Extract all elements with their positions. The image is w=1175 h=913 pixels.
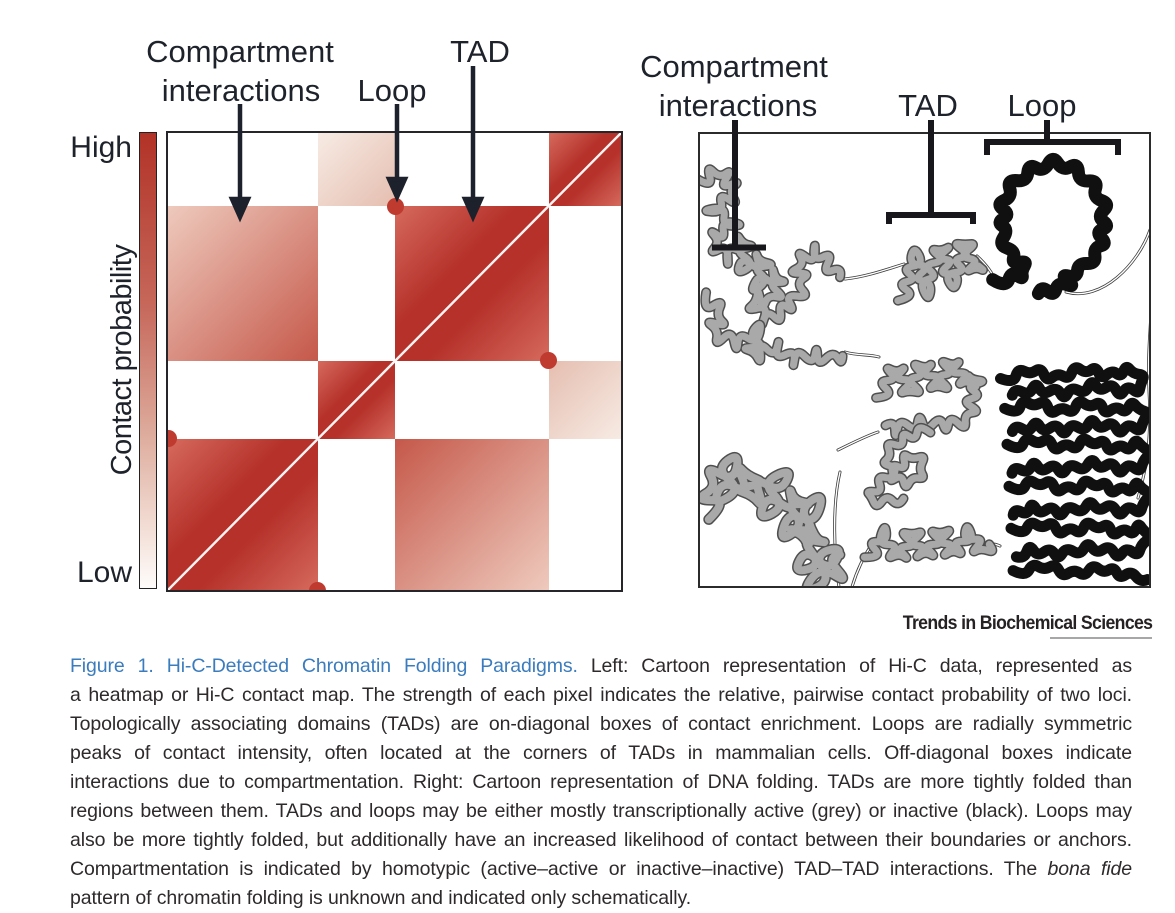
colorbar-low-label: Low — [76, 556, 132, 589]
contact-probability-colorbar — [139, 132, 157, 589]
caption-line: also be more tightly folded, but additio… — [70, 829, 1132, 851]
caption-text: Compartmentation is indicated by homotyp… — [70, 858, 1048, 880]
linker-dna-inner — [837, 431, 879, 451]
journal-name: Trends in Biochemical Sciences — [902, 613, 1152, 634]
hic-contact-map-panel — [166, 131, 623, 592]
loop-dot — [540, 352, 558, 370]
chromatin-inactive-tad — [995, 361, 1149, 403]
chromatin-inactive-tad — [1007, 559, 1149, 586]
caption-line: regions between them. TADs and loops may… — [70, 800, 1132, 822]
loop-dot — [386, 197, 404, 215]
colorbar-high-label: High — [70, 131, 132, 164]
caption-text: Left: Cartoon representation of Hi-C dat… — [577, 655, 1132, 677]
chromatin-inactive-tad — [1001, 433, 1149, 479]
linker-dna-inner — [844, 351, 880, 358]
right-label-tad: TAD — [898, 88, 958, 123]
caption-line: interactions due to compartmentation. Ri… — [70, 771, 1132, 793]
loop-dot — [168, 430, 177, 448]
right-label-compartment-line1: Compartment — [640, 49, 828, 84]
dna-folding-cartoon-panel — [698, 132, 1151, 588]
caption-italic: bona fide — [1047, 858, 1133, 880]
chromatin-active-tad — [872, 358, 986, 439]
loop-dots-layer — [168, 133, 621, 590]
linker-dna — [850, 542, 874, 586]
chromatin-inactive-tad — [1005, 517, 1149, 563]
caption-line: Compartmentation is indicated by homotyp… — [70, 855, 1132, 884]
left-label-loop: Loop — [357, 73, 427, 108]
chromatin-active-tad — [700, 453, 847, 586]
caption-line: pattern of chromatin folding is unknown … — [70, 887, 692, 909]
heatmap-block-low — [548, 360, 621, 439]
colorbar-axis-label: Contact probability — [106, 244, 138, 476]
heatmap-diagonal-line — [168, 133, 621, 590]
right-label-compartment-line2: interactions — [658, 88, 818, 123]
chromatin-active-tad — [860, 523, 996, 562]
caption-heading: Figure 1. Hi-C-Detected Chromatin Foldin… — [70, 655, 578, 677]
left-label-compartment-line1: Compartment — [146, 34, 334, 69]
chromatin-inactive-tad — [1003, 475, 1149, 521]
figure-caption: Figure 1. Hi-C-Detected Chromatin Foldin… — [70, 652, 1132, 913]
chromatin-inactive-tad — [986, 152, 1114, 301]
heatmap-block-low — [317, 133, 396, 207]
chromatin-inactive-tad — [999, 396, 1149, 439]
chromatin-active-tad — [894, 240, 987, 305]
right-label-loop: Loop — [1007, 88, 1077, 123]
left-label-compartment-line2: interactions — [161, 73, 321, 108]
journal-tagline-rule — [1050, 637, 1152, 639]
caption-line: peaks of contact intensity, often locate… — [70, 742, 1132, 764]
heatmap-block-medium — [168, 206, 318, 361]
linker-dna-inner — [844, 263, 905, 280]
loop-dot — [309, 581, 327, 590]
chromatin-active-tad — [864, 424, 934, 509]
chromatin-active-tad — [701, 288, 847, 369]
caption-line: Figure 1. Hi-C-Detected Chromatin Foldin… — [70, 652, 1132, 681]
left-label-tad: TAD — [450, 34, 510, 69]
caption-line: Topologically associating domains (TADs)… — [70, 713, 1132, 735]
chromatin-cartoon — [700, 152, 1149, 586]
heatmap-block-medium — [395, 438, 549, 590]
caption-line: a heatmap or Hi-C contact map. The stren… — [70, 684, 1132, 706]
